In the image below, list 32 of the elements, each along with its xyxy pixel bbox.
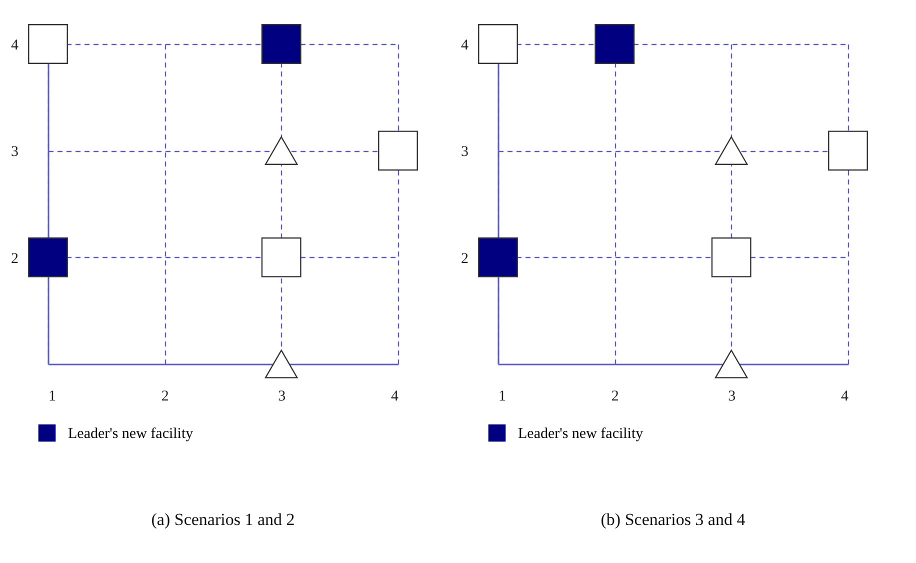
y-tick-label: 2 [461,250,468,267]
point [478,24,518,64]
point [261,237,302,278]
point [28,237,68,278]
y-tick-label: 3 [461,144,468,160]
legend-label: Leader's new facility [68,426,194,442]
point [28,24,68,64]
point [714,136,748,165]
point [714,350,748,378]
x-tick-label: 2 [161,388,169,404]
text: (a) Scenarios 1 and 2 [151,510,295,529]
x-tick-label: 1 [498,388,506,404]
point [264,136,298,165]
point [264,350,298,378]
y-tick-label: 2 [11,250,18,267]
text: (b) Scenarios 3 and 4 [600,510,746,529]
point [711,237,752,278]
x-tick-label: 4 [841,388,849,404]
x-tick-label: 3 [728,388,736,404]
point [828,130,868,171]
x-tick-label: 2 [611,388,619,404]
y-tick-label: 4 [461,38,469,54]
legend-label: Leader's new facility [518,426,644,442]
y-tick-label: 3 [11,144,18,160]
x-tick-label: 4 [391,388,399,404]
x-tick-label: 1 [48,388,56,404]
point [594,24,635,64]
point [378,130,418,171]
point [261,24,302,64]
point [478,237,518,278]
y-tick-label: 4 [11,38,19,54]
x-tick-label: 3 [278,388,286,404]
